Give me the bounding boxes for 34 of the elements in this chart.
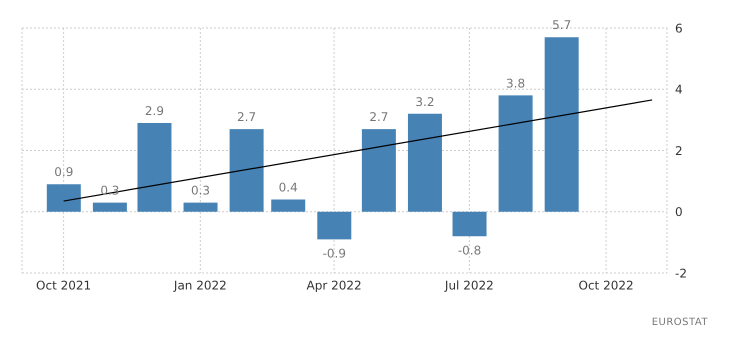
bar — [271, 200, 306, 212]
y-tick-label: 4 — [675, 82, 683, 97]
data-label: 2.9 — [144, 104, 164, 118]
x-tick-label: Apr 2022 — [306, 278, 362, 293]
data-label: 0.4 — [278, 180, 298, 194]
bar — [137, 122, 172, 212]
bar — [498, 95, 533, 212]
data-label: 5.7 — [552, 18, 572, 32]
data-label: 3.2 — [415, 94, 434, 109]
y-tick-label: 6 — [675, 21, 683, 36]
bar — [230, 129, 264, 212]
y-tick-label: -2 — [675, 266, 687, 280]
y-tick-label: 0 — [675, 205, 683, 220]
data-label: 2.7 — [369, 110, 388, 124]
bar — [544, 37, 579, 212]
bar — [408, 114, 442, 212]
bar — [317, 212, 352, 240]
data-label: -0.9 — [322, 246, 346, 260]
x-tick-label: Oct 2021 — [36, 278, 92, 293]
bar — [46, 184, 81, 212]
data-label: 2.7 — [237, 110, 256, 124]
bar — [92, 202, 127, 212]
data-label: 0.3 — [190, 184, 210, 198]
data-label: -0.8 — [458, 243, 482, 258]
bar — [184, 202, 218, 212]
y-tick-label: 2 — [675, 144, 683, 158]
text: EUROSTAT — [652, 317, 708, 328]
bar — [362, 129, 396, 212]
x-tick-label: Oct 2022 — [578, 278, 634, 293]
bar — [452, 212, 487, 236]
x-tick-label: Jan 2022 — [172, 278, 227, 293]
data-label: 0.9 — [54, 165, 74, 180]
data-label: 3.8 — [506, 76, 526, 90]
x-tick-label: Jul 2022 — [444, 278, 494, 293]
